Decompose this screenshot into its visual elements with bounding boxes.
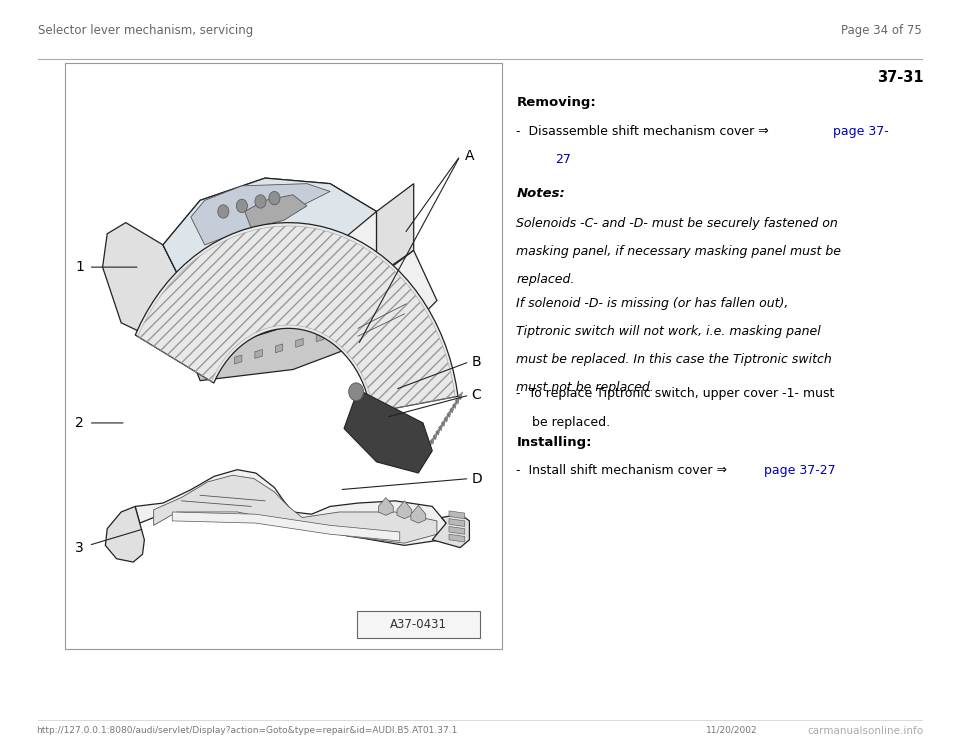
Text: A37-0431: A37-0431 (390, 618, 446, 631)
Polygon shape (378, 497, 394, 515)
Text: A: A (465, 149, 474, 162)
Polygon shape (436, 427, 441, 436)
FancyBboxPatch shape (357, 611, 480, 637)
Polygon shape (234, 355, 242, 364)
Text: 27: 27 (555, 153, 571, 166)
Polygon shape (358, 250, 437, 345)
Polygon shape (452, 401, 457, 409)
Polygon shape (191, 318, 358, 381)
Text: 3: 3 (75, 541, 84, 554)
Polygon shape (444, 414, 448, 422)
Polygon shape (430, 436, 435, 444)
Text: page 37-27: page 37-27 (764, 464, 836, 478)
Polygon shape (135, 470, 446, 545)
Polygon shape (103, 223, 191, 356)
Text: -  Install shift mechanism cover ⇒: - Install shift mechanism cover ⇒ (516, 464, 732, 478)
Text: Notes:: Notes: (516, 187, 565, 200)
Text: Tiptronic switch will not work, i.e. masking panel: Tiptronic switch will not work, i.e. mas… (516, 325, 821, 338)
Polygon shape (344, 390, 432, 473)
Text: masking panel, if necessary masking panel must be: masking panel, if necessary masking pane… (516, 245, 842, 258)
Text: B: B (471, 355, 481, 369)
Text: page 37-: page 37- (833, 125, 889, 138)
Text: carmanualsonline.info: carmanualsonline.info (807, 726, 924, 735)
Text: 2: 2 (75, 416, 84, 430)
Polygon shape (439, 423, 444, 431)
Text: 11/20/2002: 11/20/2002 (706, 726, 757, 735)
Polygon shape (432, 514, 469, 548)
Circle shape (269, 191, 280, 205)
Text: Solenoids -C- and -D- must be securely fastened on: Solenoids -C- and -D- must be securely f… (516, 217, 838, 230)
Text: -  Disassemble shift mechanism cover ⇒: - Disassemble shift mechanism cover ⇒ (516, 125, 773, 138)
Polygon shape (172, 512, 399, 541)
Text: replaced.: replaced. (516, 273, 575, 286)
Polygon shape (455, 396, 460, 404)
Circle shape (255, 194, 266, 208)
Text: -  To replace Tiptronic switch, upper cover -1- must: - To replace Tiptronic switch, upper cov… (516, 387, 835, 401)
Polygon shape (427, 441, 432, 449)
Polygon shape (449, 510, 465, 519)
Polygon shape (446, 410, 451, 418)
Bar (65, 63, 502, 649)
Text: Removing:: Removing: (516, 96, 596, 110)
Text: must be replaced. In this case the Tiptronic switch: must be replaced. In this case the Tiptr… (516, 353, 832, 367)
Text: Installing:: Installing: (516, 436, 592, 450)
Polygon shape (255, 349, 262, 358)
Polygon shape (449, 534, 465, 542)
Polygon shape (296, 338, 303, 347)
Polygon shape (135, 223, 458, 413)
Text: Page 34 of 75: Page 34 of 75 (841, 24, 922, 37)
Text: Selector lever mechanism, servicing: Selector lever mechanism, servicing (38, 24, 253, 37)
Polygon shape (449, 405, 454, 413)
Polygon shape (433, 432, 438, 440)
Polygon shape (449, 527, 465, 534)
Circle shape (218, 205, 228, 218)
Polygon shape (411, 505, 426, 523)
Polygon shape (316, 183, 414, 318)
Text: 37-31: 37-31 (876, 70, 924, 85)
Polygon shape (163, 178, 376, 301)
Polygon shape (163, 178, 376, 356)
Polygon shape (316, 332, 324, 341)
Text: http://127.0.0.1:8080/audi/servlet/Display?action=Goto&type=repair&id=AUDI.B5.AT: http://127.0.0.1:8080/audi/servlet/Displ… (36, 726, 458, 735)
Text: 1: 1 (75, 260, 84, 274)
Circle shape (236, 199, 248, 213)
Polygon shape (214, 361, 222, 370)
Polygon shape (458, 392, 463, 400)
Text: be replaced.: be replaced. (516, 416, 611, 429)
Text: C: C (471, 388, 481, 402)
Polygon shape (276, 344, 283, 353)
Polygon shape (397, 501, 412, 519)
Polygon shape (106, 506, 144, 562)
Text: must not be replaced.: must not be replaced. (516, 381, 654, 395)
Polygon shape (154, 475, 437, 543)
Polygon shape (245, 194, 307, 228)
Polygon shape (442, 418, 446, 427)
Circle shape (348, 383, 364, 401)
Polygon shape (191, 183, 330, 245)
Text: D: D (471, 472, 482, 485)
Text: If solenoid -D- is missing (or has fallen out),: If solenoid -D- is missing (or has falle… (516, 297, 789, 310)
Polygon shape (449, 519, 465, 527)
